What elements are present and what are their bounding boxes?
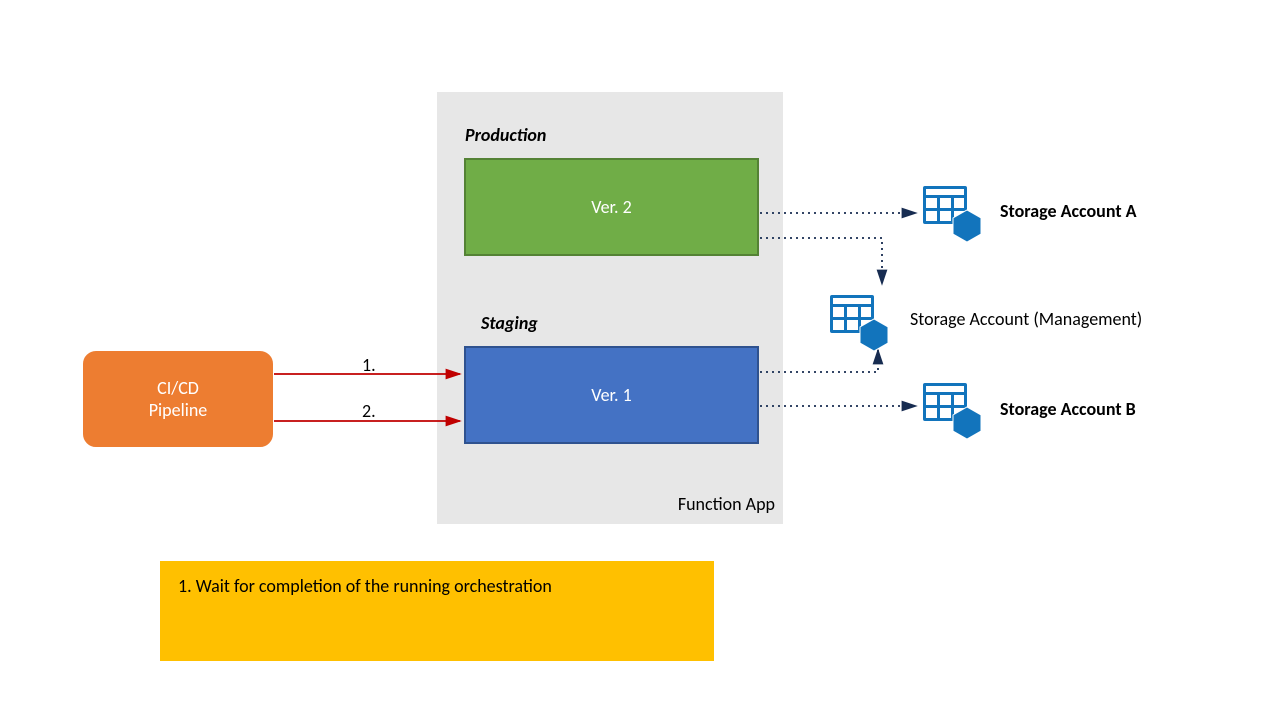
svg-layer [0,0,1280,720]
dotted-ver2-to-mgmt [760,238,882,284]
storage-b-icon [923,383,981,439]
dotted-ver1-to-mgmt [760,350,878,372]
storage-a-icon [923,186,981,242]
storage-mgmt-icon [830,295,888,351]
